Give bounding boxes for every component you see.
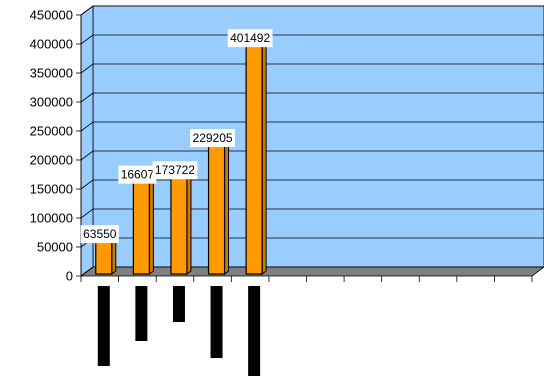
data-labels: 63550 16607 173722 229205 401492 [80,29,273,244]
bar [207,142,226,275]
category-mark [172,286,185,322]
y-tick-label: 300000 [30,95,73,110]
gridlines [76,5,544,277]
x-axis-ticks [80,276,533,282]
gridline [80,208,544,219]
data-label: 63550 [83,227,117,241]
bar [95,238,113,275]
y-axis-tick-labels: 0 50000 100000 150000 200000 250000 300000 3500… [30,8,73,284]
bar-side [148,175,154,275]
bar-series [94,39,268,275]
gridline [80,5,544,16]
y-tick-label: 250000 [30,124,73,139]
gridline [80,150,544,161]
data-label-box [80,225,119,244]
data-label: 229205 [193,131,233,145]
data-label: 173722 [155,163,195,177]
bar [245,42,263,275]
y-tick-label: 350000 [30,66,73,81]
bar-side [224,139,230,275]
bar-side [261,39,267,275]
gridline [80,34,544,45]
data-label: 16607 [121,168,155,182]
bar [170,174,188,275]
gridline [80,266,544,277]
bar-side [186,171,192,275]
gridline [80,63,544,74]
y-tick-label: 150000 [30,182,73,197]
y-tick-label: 450000 [30,8,73,23]
data-label-box [227,29,273,48]
data-label-box [152,161,198,180]
gridline [80,121,544,132]
y-tick-label: 50000 [37,240,73,255]
category-mark [135,286,148,341]
chart-wall [92,5,544,268]
category-marks [97,286,261,376]
y-tick-label: 100000 [30,211,73,226]
data-label: 401492 [230,31,270,45]
category-mark [248,286,261,376]
category-mark [210,286,223,358]
y-tick-label: 0 [66,269,73,284]
y-tick-label: 200000 [30,153,73,168]
y-tick-label: 400000 [30,37,73,52]
gridline [80,179,544,190]
category-mark [97,286,110,366]
data-label-box [118,165,157,184]
gridline [80,92,544,103]
data-label-box [190,129,235,148]
bar [132,179,150,275]
